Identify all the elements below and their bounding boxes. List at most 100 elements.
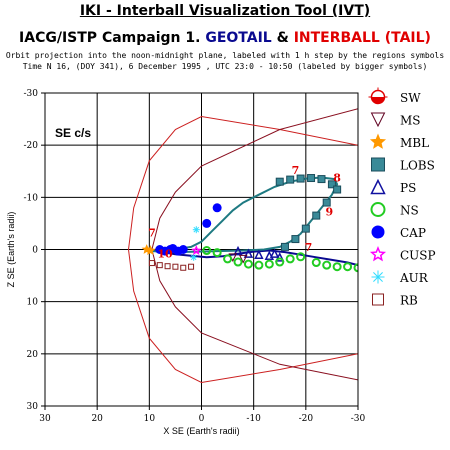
ns-marker <box>370 202 386 217</box>
ns-marker <box>202 246 212 256</box>
x-tick-label: -10 <box>246 414 261 424</box>
x-tick-label: 10 <box>144 414 156 424</box>
lobs-marker <box>371 157 385 172</box>
z-tick-label: -30 <box>24 89 39 99</box>
ns-marker <box>311 258 321 268</box>
ps-marker <box>275 252 285 262</box>
ns-marker <box>212 248 222 258</box>
ps-marker <box>243 248 254 258</box>
ns-marker <box>296 252 306 262</box>
lobs-marker <box>312 211 321 220</box>
aur-ray <box>190 254 197 261</box>
legend-label-ps: PS <box>400 181 416 195</box>
ns-marker <box>332 262 342 272</box>
legend-label-mbl: MBL <box>400 136 429 150</box>
ns-marker <box>322 260 332 270</box>
legend-label-sw: SW <box>400 91 421 105</box>
rb-marker <box>156 262 163 269</box>
cusp-marker <box>191 244 202 256</box>
lobs-marker <box>291 235 300 244</box>
y-axis-label: Z SE (Earth's radii) <box>6 212 16 288</box>
campaign-label: IACG/ISTP Campaign 1. <box>19 30 201 46</box>
bow-shock-lower <box>151 108 358 381</box>
aur-marker <box>371 270 385 284</box>
tick-labels: 30 20 10 0 -10 -20 -30 -30 -20 -10 0 10 20 30 <box>24 89 366 424</box>
frame-label: SE c/s <box>55 126 91 140</box>
interball-label: INTERBALL (TAIL) <box>293 30 431 46</box>
aur-ray <box>193 226 200 233</box>
time-note: Time N 16, (DOY 341), 6 December 1995 , … <box>22 62 428 71</box>
region-markers <box>141 174 358 273</box>
cap-marker <box>178 245 188 254</box>
ns-marker <box>223 254 233 264</box>
cusp-marker <box>369 246 387 262</box>
legend-label-cusp: CUSP <box>400 249 436 263</box>
ns-marker <box>353 263 358 273</box>
series-line-interball <box>145 176 339 254</box>
z-tick-label: 30 <box>27 402 39 412</box>
z-tick-label: -20 <box>24 141 39 151</box>
legend-label-ns: NS <box>400 204 419 218</box>
campaign-title: IACG/ISTP Campaign 1. GEOTAIL & INTERBAL… <box>0 30 450 46</box>
lobs-marker <box>327 180 336 189</box>
legend-label-aur: AUR <box>399 271 429 285</box>
lobs-marker <box>317 175 326 184</box>
z-tick-label: 20 <box>27 350 39 360</box>
aur-marker <box>192 226 200 234</box>
hour-label: 7 <box>292 164 300 177</box>
lobs-marker <box>275 177 284 186</box>
ns-marker <box>285 254 295 264</box>
z-tick-label: 10 <box>27 298 39 308</box>
x-tick-label: 20 <box>91 414 103 424</box>
hour-label: 10 <box>157 247 173 260</box>
x-tick-label: -30 <box>351 414 366 424</box>
x-tick-label: 30 <box>39 414 51 424</box>
cap-marker <box>371 225 385 239</box>
rb-marker <box>164 263 171 270</box>
mbl-marker <box>145 244 156 256</box>
amp-label: & <box>276 30 289 46</box>
lobs-marker <box>296 174 305 183</box>
x-axis-label: X SE (Earth's radii) <box>163 426 239 436</box>
cap-marker <box>212 203 222 213</box>
lobs-marker <box>333 185 342 194</box>
boundaries <box>127 93 358 384</box>
ps-marker <box>254 249 264 259</box>
rb-marker <box>372 293 384 306</box>
z-tick-label: -10 <box>24 193 39 203</box>
ps-marker <box>233 245 243 256</box>
lobs-marker <box>280 242 289 251</box>
ns-marker <box>243 259 253 269</box>
hour-label: 7 <box>305 241 313 254</box>
aur-marker <box>190 253 198 261</box>
ns-marker <box>254 260 264 270</box>
legend-label-rb: RB <box>400 294 418 308</box>
cap-marker <box>202 218 212 228</box>
z-tick-label: 0 <box>32 246 38 256</box>
x-tick-label: 0 <box>199 414 205 424</box>
ps-marker <box>269 248 280 258</box>
x-tick-label: -20 <box>299 414 314 424</box>
ns-marker <box>275 257 285 267</box>
mbl-marker <box>369 133 387 149</box>
plot-frame <box>44 92 359 407</box>
rb-marker <box>188 263 195 270</box>
projection-note: Orbit projection into the noon-midnight … <box>5 51 445 60</box>
rb-marker <box>172 263 179 270</box>
ns-marker <box>233 257 243 267</box>
ms-marker <box>238 254 248 264</box>
rb-marker <box>148 260 155 267</box>
aur-ray <box>373 272 383 282</box>
lobs-marker <box>301 224 310 233</box>
legend-label-ms: MS <box>400 114 421 128</box>
legend-label-lobs: LOBS <box>400 159 435 173</box>
lobs-marker <box>307 174 316 183</box>
lobs-marker <box>286 175 295 184</box>
app-title: IKI - Interball Visualization Tool (IVT) <box>79 3 371 19</box>
sw-marker <box>368 87 388 105</box>
ns-marker <box>264 259 274 269</box>
ps-marker <box>370 178 386 195</box>
geotail-label: GEOTAIL <box>205 30 272 46</box>
